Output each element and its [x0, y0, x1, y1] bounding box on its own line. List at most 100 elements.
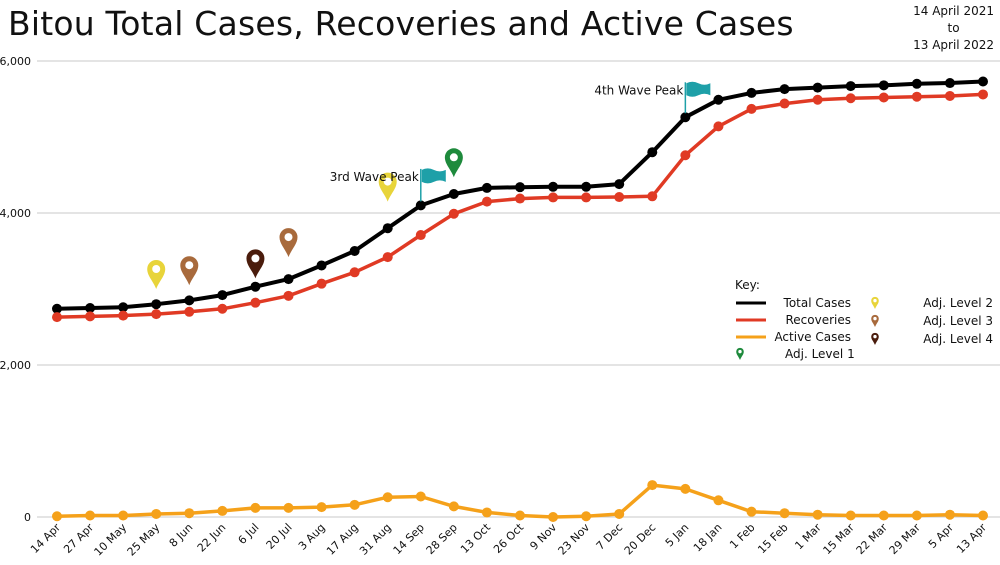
data-point [713, 121, 724, 132]
legend-label: Adj. Level 2 [923, 296, 993, 310]
x-tick-label: 13 Oct [458, 520, 493, 555]
legend-label: Adj. Level 1 [785, 347, 855, 361]
level-4-marker-hole [251, 254, 260, 263]
data-point [944, 509, 955, 520]
data-point [448, 189, 459, 199]
legend-level-marker-hole [873, 298, 877, 303]
data-point [151, 299, 162, 310]
legend-level-marker [871, 332, 879, 345]
x-tick-label: 5 Jan [663, 521, 692, 550]
data-point [779, 84, 790, 95]
data-point [415, 491, 426, 502]
data-point [845, 81, 856, 92]
data-point [448, 501, 459, 512]
x-tick-label: 3 Aug [296, 521, 328, 553]
legend-level-marker [871, 314, 879, 327]
chart-title: Bitou Total Cases, Recoveries and Active… [8, 4, 794, 43]
level-1-marker [444, 148, 463, 178]
legend-label: Recoveries [785, 313, 851, 327]
level-3-marker-hole [185, 261, 194, 270]
data-point [85, 311, 96, 322]
data-point [250, 281, 261, 292]
x-tick-label: 1 Feb [727, 521, 757, 551]
x-tick-label: 17 Aug [324, 521, 361, 558]
level-3-marker [180, 256, 199, 286]
x-tick-label: 22 Jun [195, 521, 229, 555]
data-point [845, 510, 856, 521]
data-point [944, 78, 955, 89]
data-point [217, 290, 228, 301]
data-point [878, 92, 889, 103]
data-point [52, 312, 62, 323]
data-point [812, 94, 823, 105]
data-point [184, 306, 195, 317]
legend-title: Key: [735, 278, 760, 292]
data-point [911, 510, 922, 521]
data-point [316, 502, 327, 513]
data-point [382, 492, 393, 503]
data-point [349, 246, 360, 256]
data-point [713, 94, 724, 105]
data-point [581, 181, 592, 192]
data-point [746, 87, 757, 98]
data-point [812, 82, 823, 93]
data-point [283, 290, 294, 301]
x-tick-label: 18 Jan [691, 521, 725, 555]
data-point [779, 98, 790, 109]
data-point [448, 208, 459, 219]
data-point [52, 511, 62, 522]
data-point [911, 78, 922, 89]
data-point [283, 502, 294, 513]
x-tick-label: 5 Apr [926, 521, 956, 551]
data-point [614, 508, 625, 519]
y-tick-label: 2,000 [0, 359, 31, 372]
data-point [85, 510, 96, 521]
wave-peak-label: 3rd Wave Peak [330, 170, 419, 184]
data-point [515, 510, 525, 521]
data-point [283, 274, 294, 285]
data-point [647, 480, 658, 491]
x-tick-label: 25 May [125, 521, 163, 559]
data-point [978, 510, 988, 521]
date-to-word: to [947, 21, 960, 35]
data-point [118, 510, 129, 521]
wave-peak-label: 4th Wave Peak [594, 83, 683, 97]
data-point [878, 80, 889, 91]
level-3-marker-hole [284, 233, 293, 242]
x-tick-label: 8 Jun [167, 521, 196, 550]
data-point [316, 260, 327, 271]
data-point [944, 90, 955, 101]
level-2-marker-hole [383, 177, 392, 186]
level-3-marker [279, 228, 298, 258]
x-tick-label: 6 Jul [236, 521, 262, 547]
data-point [647, 191, 658, 202]
x-tick-label: 22 Mar [854, 521, 891, 558]
data-point [548, 512, 559, 522]
x-tick-label: 31 Aug [357, 521, 394, 558]
legend-label: Active Cases [774, 330, 851, 344]
data-point [581, 511, 592, 522]
data-point [316, 278, 327, 289]
data-point [878, 510, 889, 521]
data-point [382, 252, 393, 263]
data-point [217, 303, 228, 314]
x-tick-label: 29 Mar [887, 521, 924, 558]
x-tick-label: 7 Dec [594, 521, 626, 553]
x-tick-label: 23 Nov [556, 521, 593, 558]
legend-level-marker [871, 296, 879, 309]
data-point [250, 502, 261, 513]
legend-label: Total Cases [783, 296, 851, 310]
y-tick-label: 6,000 [0, 55, 31, 68]
data-point [415, 200, 426, 211]
data-point [415, 230, 426, 241]
level-2-marker [147, 260, 166, 289]
data-point [349, 499, 360, 510]
data-point [614, 179, 625, 190]
legend-label: Adj. Level 4 [923, 332, 993, 346]
data-point [151, 309, 162, 320]
legend-level-marker-hole [873, 316, 877, 321]
data-point [746, 506, 757, 517]
data-point [217, 505, 228, 516]
data-point [151, 508, 162, 519]
